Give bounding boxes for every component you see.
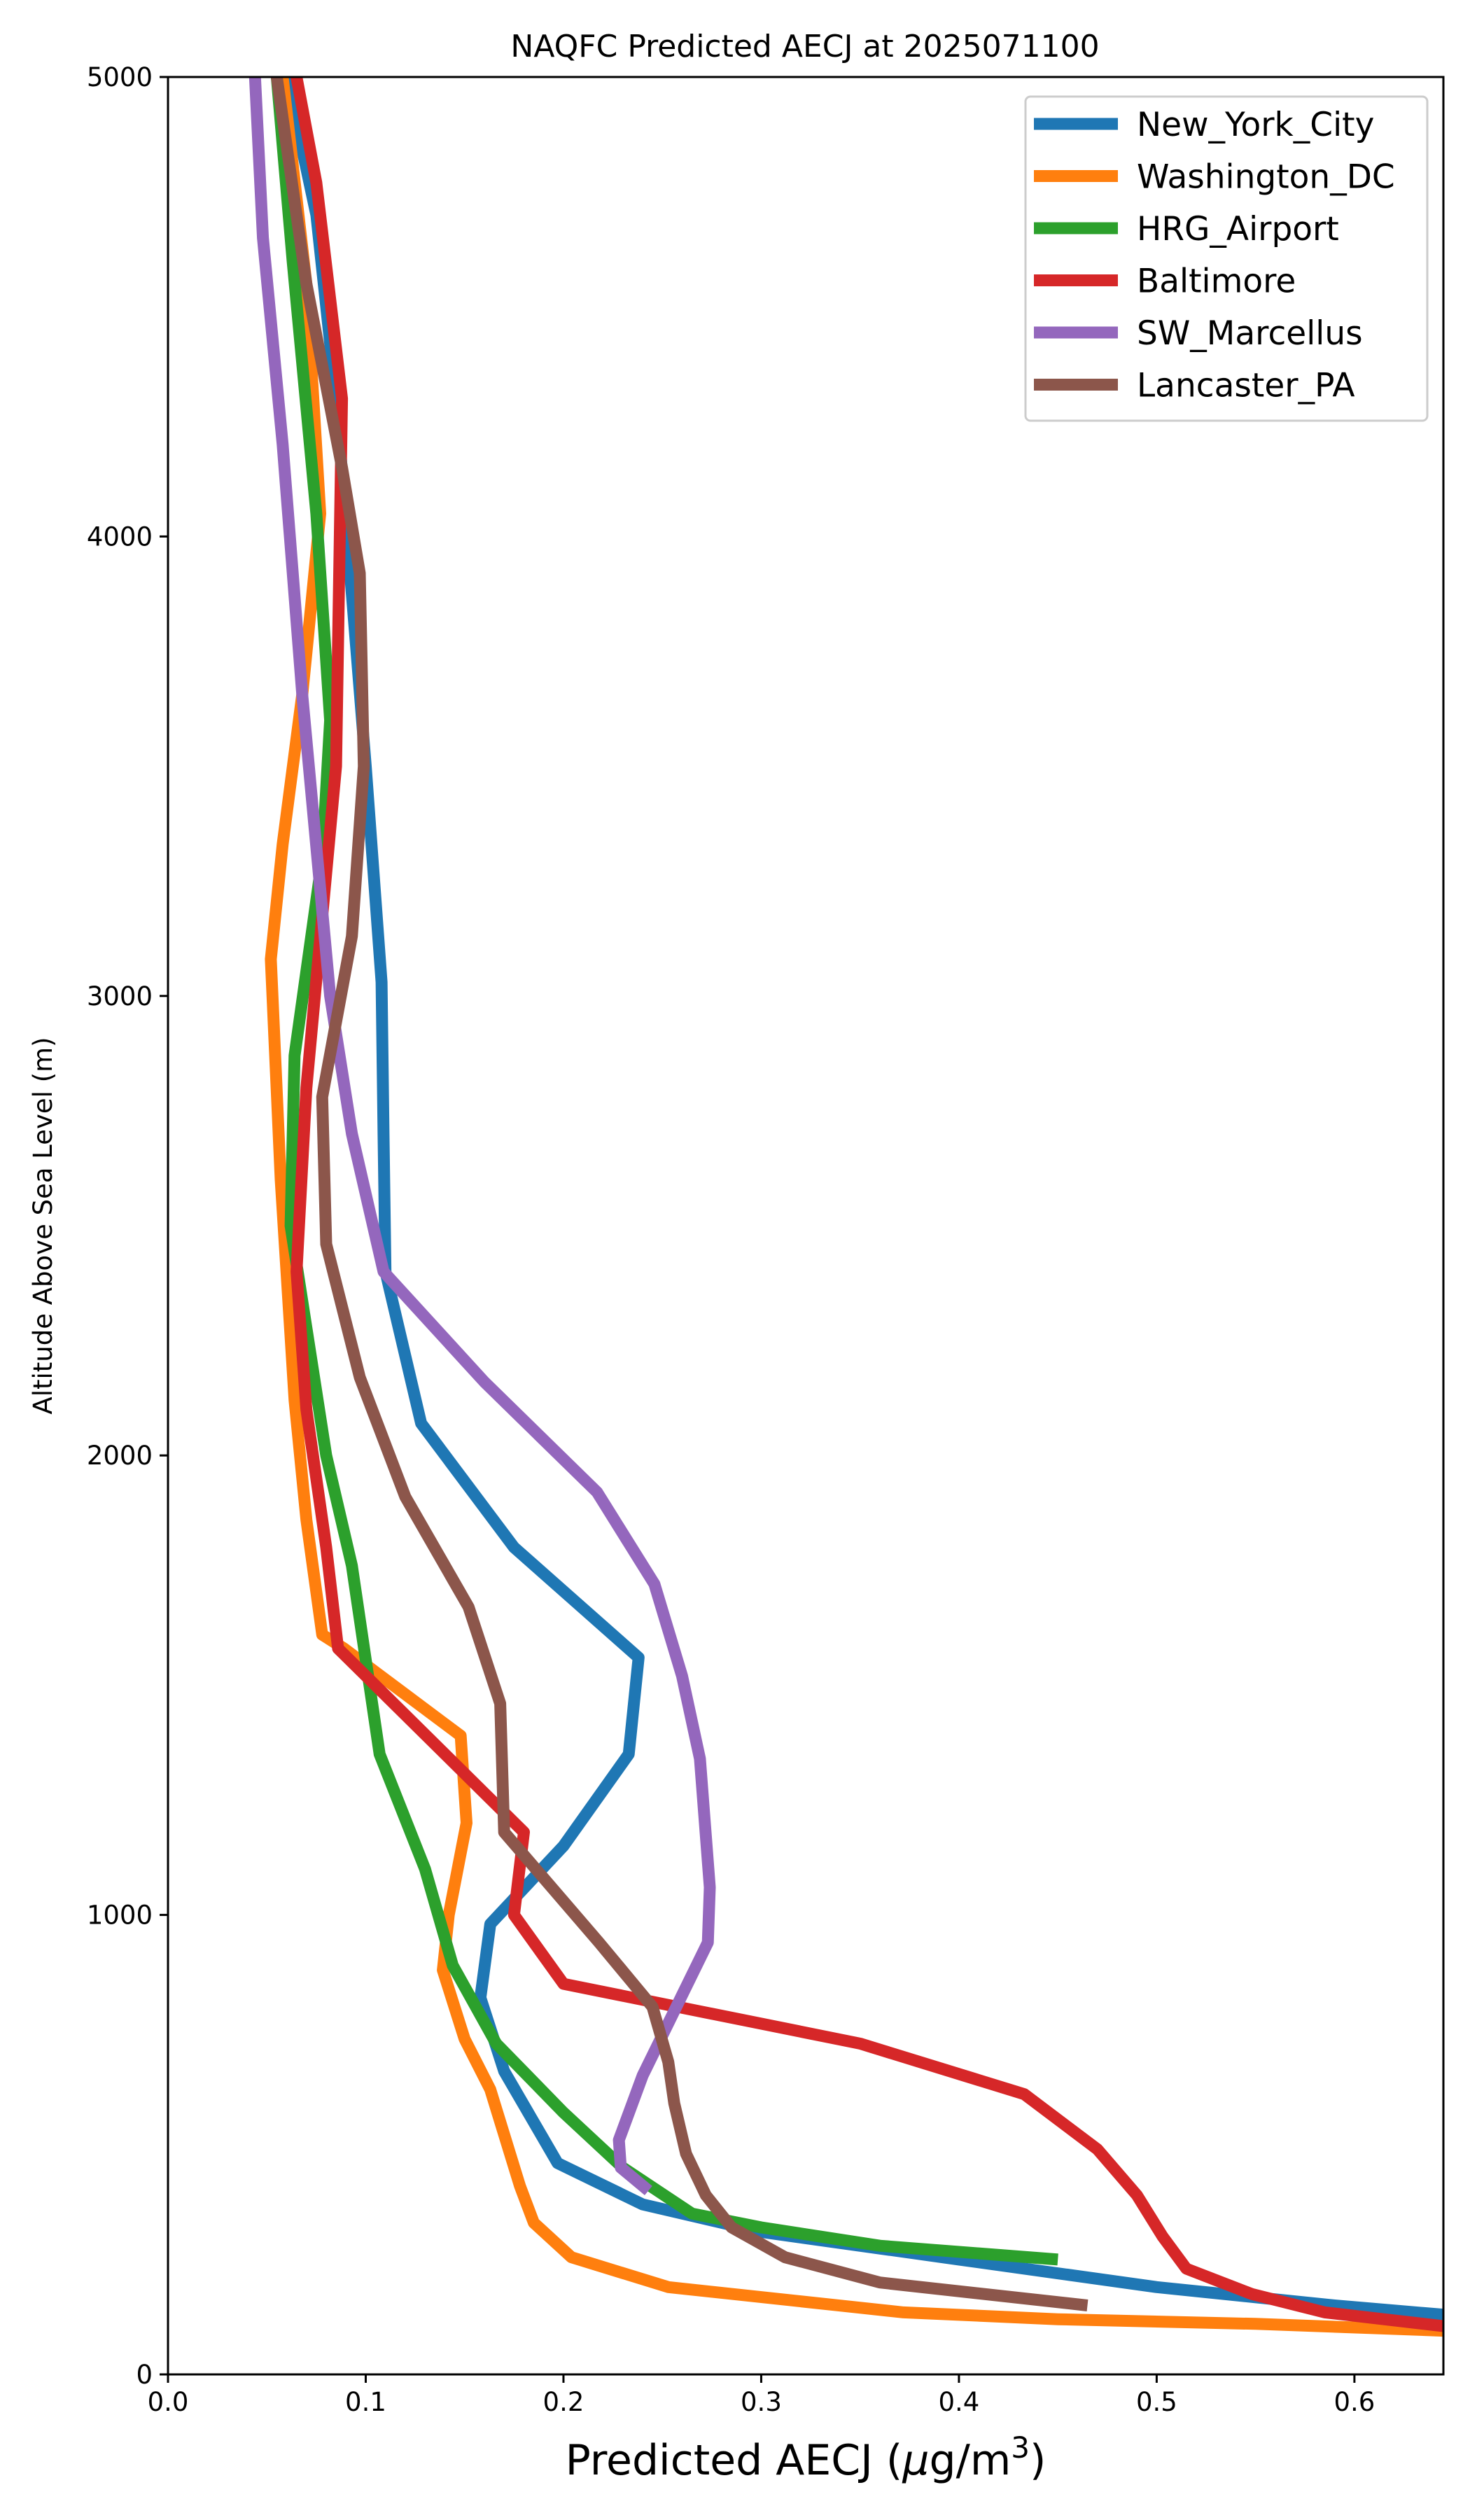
y-tick-label: 2000 <box>87 1441 153 1471</box>
chart-title: NAQFC Predicted AECJ at 2025071100 <box>510 29 1099 64</box>
legend-label: New_York_City <box>1137 106 1374 144</box>
series-line-hrg-airport <box>270 77 1058 2266</box>
x-tick-label: 0.3 <box>741 2387 782 2417</box>
legend-label: Washington_DC <box>1137 158 1395 197</box>
series-line-sw-marcellus <box>248 77 716 2195</box>
y-tick-label: 5000 <box>87 62 153 92</box>
x-tick-label: 0.5 <box>1136 2387 1177 2417</box>
x-tick-label: 0.4 <box>939 2387 980 2417</box>
series-line-lancaster-pa <box>270 77 1088 2311</box>
series-line-baltimore <box>290 77 1443 2332</box>
series-line-washington-dc <box>265 77 1443 2337</box>
series-lines <box>248 77 1443 2337</box>
x-tick-label: 0.1 <box>345 2387 386 2417</box>
y-axis-label: Altitude Above Sea Level (m) <box>28 1037 58 1414</box>
y-axis: 0 1000 2000 3000 4000 5000 <box>87 62 168 2390</box>
legend-label: SW_Marcellus <box>1137 314 1363 353</box>
x-tick-label: 0.2 <box>543 2387 584 2417</box>
y-tick-label: 4000 <box>87 522 153 552</box>
plot-frame <box>167 76 1445 2376</box>
legend-label: Baltimore <box>1137 262 1296 301</box>
y-tick-label: 1000 <box>87 1900 153 1931</box>
legend-label: Lancaster_PA <box>1137 367 1355 405</box>
legend-label: HRG_Airport <box>1137 210 1339 248</box>
x-tick-label: 0.0 <box>148 2387 189 2417</box>
y-tick-label: 0 <box>136 2360 153 2390</box>
x-axis: 0.0 0.1 0.2 0.3 0.4 0.5 0.6 <box>148 2374 1375 2417</box>
legend-box <box>1024 95 1429 422</box>
x-axis-label: Predicted AECJ (μg/m3) <box>566 2430 1046 2485</box>
y-tick-label: 3000 <box>87 981 153 1011</box>
x-tick-label: 0.6 <box>1334 2387 1375 2417</box>
legend: New_York_City Washington_DC HRG_Airport Bal… <box>1024 95 1429 422</box>
